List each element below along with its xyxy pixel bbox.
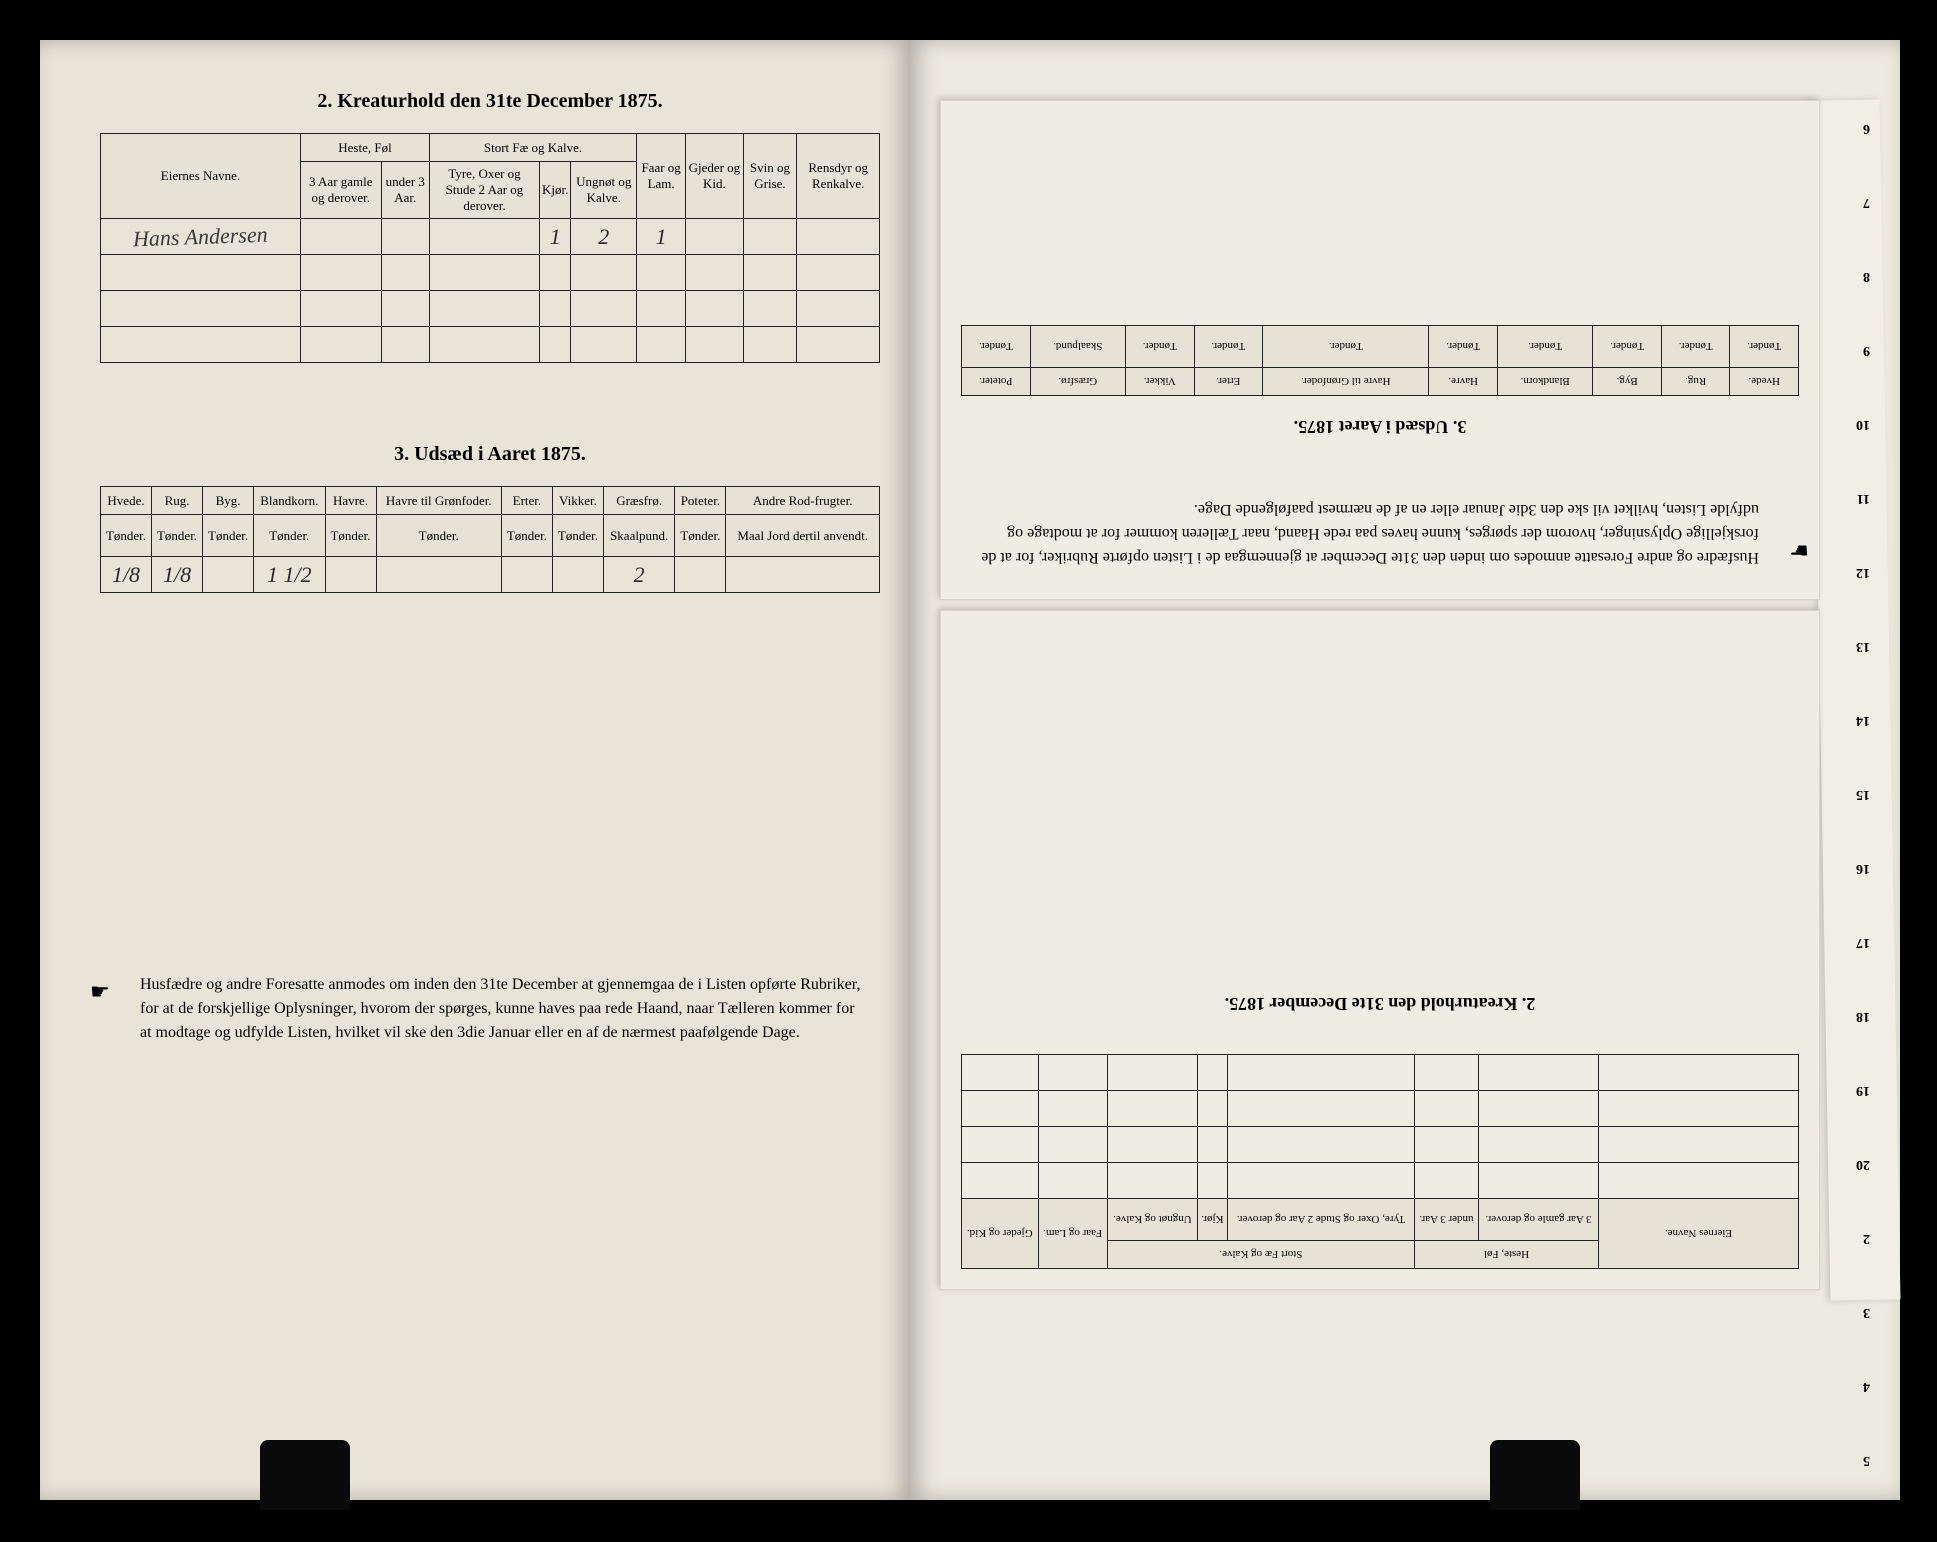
group-heste: Heste, Føl bbox=[301, 134, 430, 162]
col-havre: Havre. bbox=[325, 487, 376, 515]
cell-faar: 1 bbox=[656, 224, 667, 249]
col-svin: Svin og Grise. bbox=[743, 134, 797, 219]
owner-name: Hans Andersen bbox=[133, 221, 268, 252]
book-spread: 2. Kreaturhold den 31te December 1875. E… bbox=[40, 40, 1900, 1500]
right-page: 65 43 220 1918 1716 1514 1312 1110 98 76… bbox=[910, 40, 1900, 1500]
sub-heste1: 3 Aar gamle og derover. bbox=[301, 162, 382, 219]
col-gjeder: Gjeder og Kid. bbox=[686, 134, 743, 219]
col-bland: Blandkorn. bbox=[254, 487, 325, 515]
rot-section2-title: 2. Kreaturhold den 31te December 1875. bbox=[961, 993, 1799, 1014]
col-hvede: Hvede. bbox=[101, 487, 152, 515]
cell-kjor: 1 bbox=[550, 224, 561, 249]
col-potet: Poteter. bbox=[675, 487, 726, 515]
kreaturhold-table: Eiernes Navne. Heste, Føl Stort Fæ og Ka… bbox=[100, 133, 880, 363]
col-graes: Græsfrø. bbox=[603, 487, 674, 515]
rot-udsaed-table: Hvede.Rug. Byg.Blandkorn. Havre.Havre ti… bbox=[961, 325, 1799, 396]
col-havreg: Havre til Grønfoder. bbox=[376, 487, 501, 515]
sub-stort2: Kjør. bbox=[540, 162, 571, 219]
rot-kreaturhold-table: Eiernes Navne. Heste, Føl Stort Fæ og Ka… bbox=[961, 1054, 1799, 1269]
left-page: 2. Kreaturhold den 31te December 1875. E… bbox=[40, 40, 910, 1500]
table-row: 1/8 1/8 1 1/2 2 bbox=[101, 557, 880, 593]
section2-title: 2. Kreaturhold den 31te December 1875. bbox=[100, 90, 880, 113]
rot-section3-title: 3. Udsæd i Aaret 1875. bbox=[961, 416, 1799, 437]
udsaed-table: Hvede. Rug. Byg. Blandkorn. Havre. Havre… bbox=[100, 486, 880, 593]
col-vikker: Vikker. bbox=[552, 487, 603, 515]
binder-clip-icon bbox=[260, 1440, 350, 1510]
rotated-sheet-upper: ☛ Husfædre og andre Foresatte anmodes om… bbox=[940, 100, 1820, 600]
cell-ung: 2 bbox=[598, 224, 609, 249]
binder-clip-icon bbox=[1490, 1440, 1580, 1510]
group-stort: Stort Fæ og Kalve. bbox=[429, 134, 636, 162]
pointing-hand-icon: ☛ bbox=[90, 975, 110, 1008]
stack-row-numbers: 65 43 220 1918 1716 1514 1312 1110 98 76 bbox=[1856, 120, 1870, 1542]
sub-stort3: Ungnøt og Kalve. bbox=[571, 162, 637, 219]
pointing-hand-icon: ☛ bbox=[1789, 534, 1809, 567]
col-rug: Rug. bbox=[152, 487, 203, 515]
col-byg: Byg. bbox=[203, 487, 254, 515]
col-erter: Erter. bbox=[501, 487, 552, 515]
col-rod: Andre Rod-frugter. bbox=[726, 487, 880, 515]
sub-heste2: under 3 Aar. bbox=[381, 162, 429, 219]
rotated-sheet-lower: Eiernes Navne. Heste, Føl Stort Fæ og Ka… bbox=[940, 610, 1820, 1290]
table-row: Hans Andersen 1 2 1 bbox=[101, 219, 880, 255]
col-faar: Faar og Lam. bbox=[637, 134, 686, 219]
section3-title: 3. Udsæd i Aaret 1875. bbox=[100, 443, 880, 466]
col-eier: Eiernes Navne. bbox=[101, 134, 301, 219]
page-stack-edge bbox=[1810, 99, 1901, 1300]
sub-stort1: Tyre, Oxer og Stude 2 Aar og derover. bbox=[429, 162, 539, 219]
col-rensdyr: Rensdyr og Renkalve. bbox=[797, 134, 880, 219]
footer-note: ☛ Husfædre og andre Foresatte anmodes om… bbox=[100, 973, 880, 1045]
